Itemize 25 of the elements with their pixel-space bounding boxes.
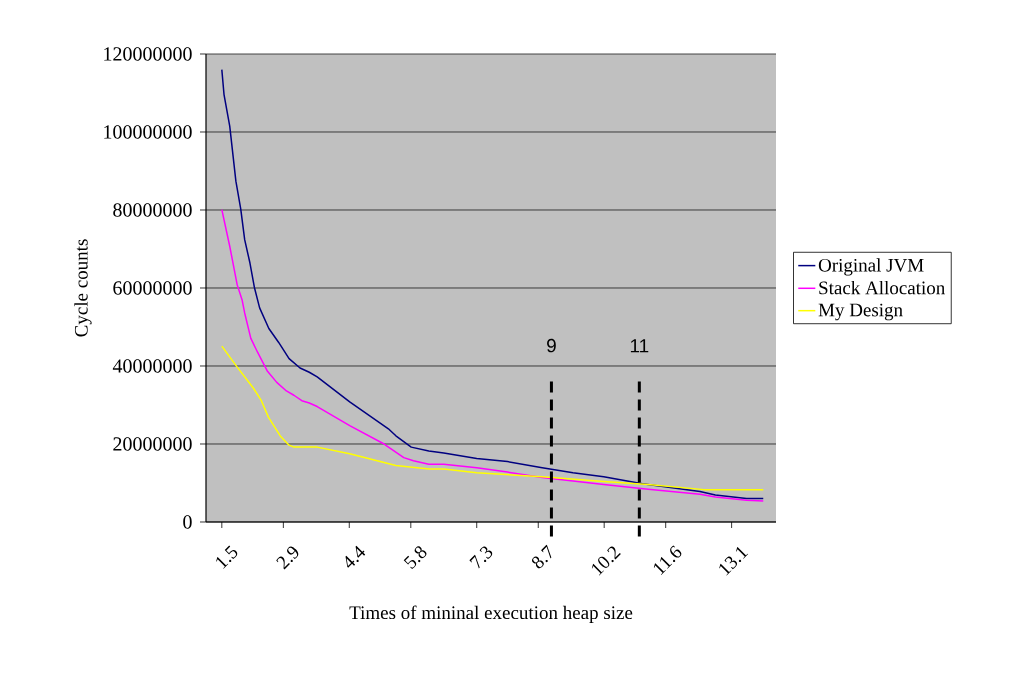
legend-label: Stack Allocation [819,280,945,295]
y-tick-label: 0 [183,515,192,529]
x-tick-label: 10.2 [591,546,621,576]
x-tick-label: 5.8 [403,546,427,570]
x-tick-label: 11.6 [653,545,682,576]
y-tick-label: 60000000 [113,281,192,295]
ref-line-label: 11 [630,339,649,353]
y-tick-label: 120000000 [104,47,192,61]
y-tick-label: 100000000 [104,125,192,139]
x-tick-label: 7.3 [469,546,493,569]
x-tick-label: 13.1 [719,546,749,576]
y-tick-label: 20000000 [113,437,192,451]
ref-line-label: 9 [547,338,556,353]
y-tick-label: 40000000 [112,359,192,373]
legend-label: My Design [818,303,903,321]
x-tick-label: 1.5 [216,545,238,569]
x-tick-label: 8.7 [531,544,552,569]
y-tick-label: 80000000 [113,203,192,217]
line-series [221,68,765,500]
line-series [221,208,765,502]
y-axis-title: Cycle counts [74,239,92,337]
legend-label: Original JVM [818,258,924,276]
x-tick-label: 4.4 [345,545,366,568]
x-tick-label: 2.9 [276,546,299,570]
x-axis-title: Times of mininal execution heap size [349,605,633,623]
